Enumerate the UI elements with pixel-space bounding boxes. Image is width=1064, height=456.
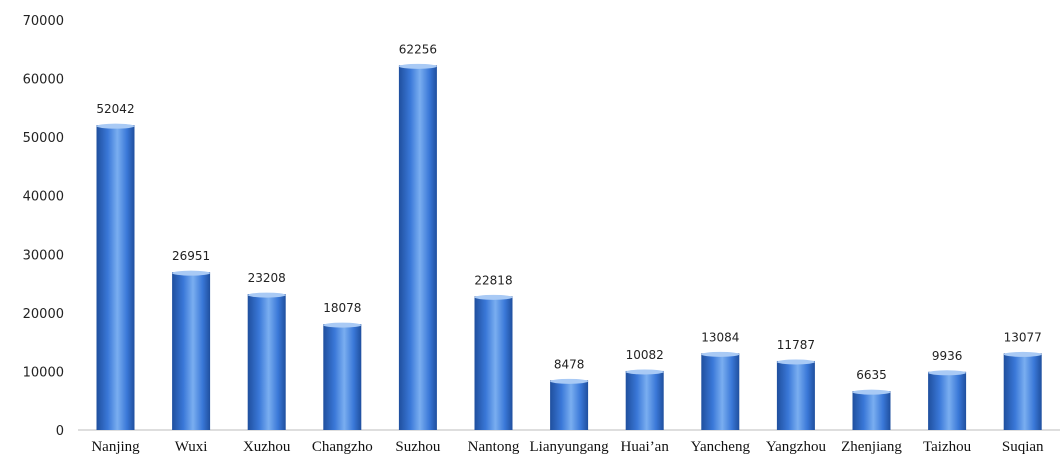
data-label: 18078 [323,301,361,315]
bar-top [474,294,513,300]
bar-body [701,353,740,430]
bar-body [247,294,286,430]
y-tick-label: 60000 [23,73,64,88]
bar-huai-an [625,369,664,430]
bar-taizhou [928,370,967,430]
y-tick-label: 70000 [23,14,64,29]
x-tick-label: Suqian [1002,439,1044,455]
y-tick-label: 10000 [23,365,64,380]
data-label: 6635 [856,368,887,382]
bar-top [398,63,437,69]
bar-top [852,389,891,395]
bar-body [550,380,589,430]
x-tick-label: Xuzhou [243,439,291,455]
bar-top [701,351,740,357]
y-tick-label: 20000 [23,307,64,322]
y-axis-ticks: 0 10000 20000 30000 40000 50000 60000 70000 [23,14,64,439]
y-tick-label: 50000 [23,131,64,146]
bar-top [928,370,967,376]
bar-top [625,369,664,375]
bar-zhenjiang [852,389,891,430]
data-label: 11787 [777,338,815,352]
data-label: 9936 [932,349,963,363]
data-label: 22818 [474,273,512,287]
bar-body [323,324,362,430]
x-tick-label: Suzhou [395,439,441,455]
x-tick-label: Yancheng [691,439,751,455]
bar-lianyungang [550,378,589,430]
bar-body [474,296,513,430]
x-tick-label: Huai’an [621,439,670,455]
bar-body [852,391,891,430]
bar-suqian [1003,351,1042,430]
bar-top [550,378,589,384]
bar-body [625,370,664,430]
bar-yancheng [701,351,740,430]
x-axis-ticks: Nanjing Wuxi Xuzhou Changzho Suzhou Nantong Li… [91,439,1044,455]
bar-nantong [474,294,513,430]
bar-body [96,125,135,431]
data-label: 13084 [701,330,739,344]
bar-top [776,359,815,365]
x-tick-label: Lianyungang [530,439,610,455]
x-tick-label: Taizhou [923,439,972,455]
data-labels: 52042 26951 23208 18078 62256 22818 8478 10082 1… [96,42,1041,382]
data-label: 8478 [554,357,585,371]
bar-body [928,371,967,430]
x-tick-label: Changzho [312,439,373,455]
x-tick-label: Yangzhou [766,439,827,455]
y-tick-label: 0 [56,424,64,439]
data-label: 26951 [172,249,210,263]
x-tick-label: Wuxi [175,439,208,455]
bar-body [172,272,211,430]
bar-nanjing [96,123,135,431]
data-label: 13077 [1004,330,1042,344]
bar-changzho [323,322,362,430]
bar-suzhou [398,63,437,430]
bar-body [1003,353,1042,430]
x-tick-label: Zhenjiang [841,439,902,455]
data-label: 23208 [248,271,286,285]
y-tick-label: 40000 [23,190,64,205]
x-tick-label: Nantong [468,439,520,455]
bar-xuzhou [247,292,286,430]
data-label: 52042 [96,102,134,116]
x-tick-label: Nanjing [91,439,140,455]
data-label: 10082 [626,348,664,362]
y-tick-label: 30000 [23,248,64,263]
bar-top [247,292,286,298]
bar-yangzhou [776,359,815,430]
bar-wuxi [172,270,211,430]
bar-body [398,65,437,430]
bar-top [1003,351,1042,357]
bar-top [96,123,135,129]
bar-top [172,270,211,276]
data-label: 62256 [399,42,437,56]
bars [96,63,1042,431]
bar-body [776,360,815,430]
bar-top [323,322,362,328]
